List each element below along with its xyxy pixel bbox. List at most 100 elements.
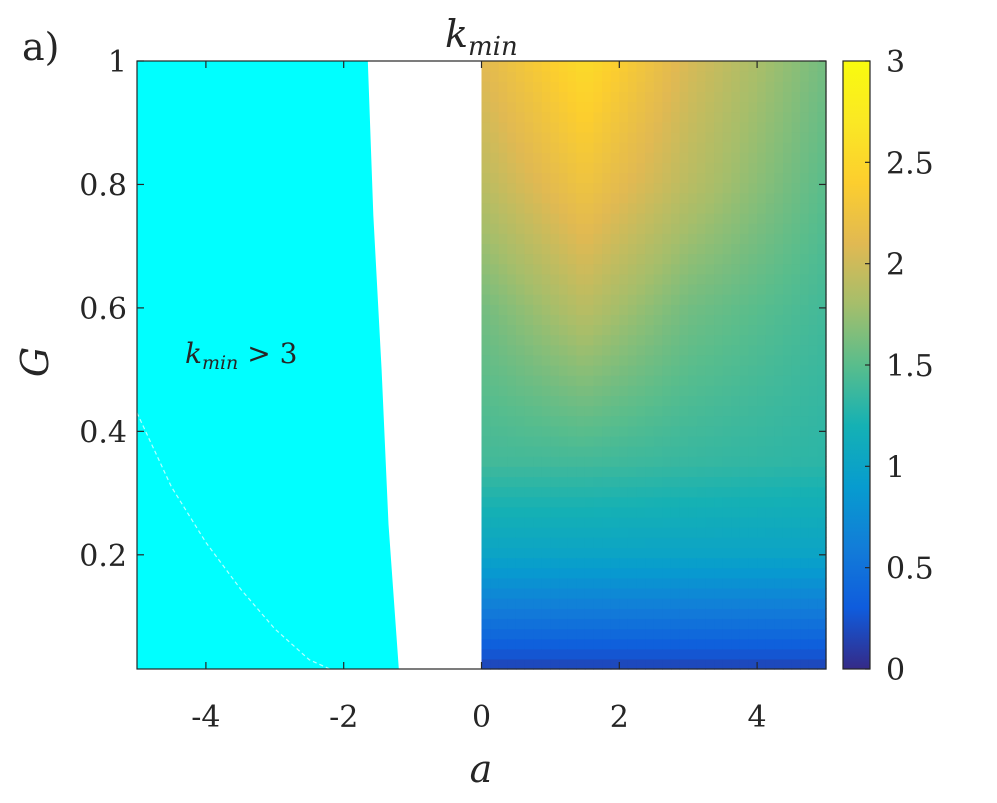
heatmap-cell — [584, 415, 595, 427]
heatmap-cell — [636, 354, 646, 366]
heatmap-cell — [498, 658, 508, 670]
heatmap-cell — [619, 354, 629, 366]
heatmap-cell — [584, 486, 595, 498]
heatmap-cell — [524, 385, 534, 396]
heatmap-cell — [498, 131, 508, 143]
heatmap-cell — [782, 314, 793, 326]
heatmap-cell — [627, 517, 638, 528]
heatmap-cell — [800, 172, 810, 184]
heatmap-cell — [533, 415, 543, 427]
heatmap-cell — [653, 557, 663, 569]
heatmap-cell — [774, 131, 784, 143]
heatmap-cell — [645, 527, 655, 538]
heatmap-cell — [567, 152, 577, 163]
heatmap-cell — [498, 243, 508, 255]
heatmap-cell — [584, 192, 595, 204]
heatmap-cell — [541, 415, 551, 427]
heatmap-cell — [653, 486, 663, 498]
heatmap-cell — [696, 294, 707, 305]
heatmap-cell — [817, 223, 827, 234]
heatmap-cell — [653, 213, 663, 224]
heatmap-cell — [817, 527, 827, 538]
heatmap-cell — [619, 618, 629, 630]
heatmap-cell — [714, 131, 724, 143]
heatmap-cell — [515, 182, 526, 194]
heatmap-cell — [653, 385, 663, 396]
heatmap-cell — [791, 81, 801, 92]
heatmap-cell — [498, 354, 508, 366]
heatmap-cell — [748, 273, 758, 285]
heatmap-cell — [653, 273, 663, 285]
heatmap-cell — [576, 324, 586, 336]
heatmap-cell — [593, 142, 603, 153]
heatmap-cell — [808, 658, 818, 670]
heatmap-cell — [550, 587, 560, 599]
heatmap-cell — [584, 273, 595, 285]
heatmap-cell — [739, 91, 750, 103]
heatmap-cell — [765, 294, 775, 305]
heatmap-cell — [817, 486, 827, 498]
heatmap-cell — [731, 587, 741, 599]
heatmap-cell — [791, 395, 801, 407]
heatmap-cell — [498, 638, 508, 650]
heatmap-cell — [559, 405, 569, 417]
heatmap-cell — [722, 61, 732, 72]
heatmap-cell — [490, 608, 500, 619]
heatmap-cell — [679, 172, 689, 184]
heatmap-cell — [696, 71, 707, 82]
heatmap-cell — [550, 81, 560, 92]
heatmap-cell — [757, 608, 767, 619]
heatmap-cell — [610, 628, 620, 640]
heatmap-cell — [619, 496, 629, 508]
x-axis-ticks: -4 -2 0 2 4 — [191, 61, 767, 735]
heatmap-cell — [748, 496, 758, 508]
heatmap-cell — [800, 638, 810, 650]
heatmap-cell — [714, 405, 724, 417]
heatmap-cell — [481, 537, 491, 548]
heatmap-cell — [507, 537, 517, 548]
heatmap-cell — [739, 182, 750, 194]
heatmap-cell — [714, 456, 724, 467]
heatmap-cell — [627, 233, 638, 244]
heatmap-cell — [679, 61, 689, 72]
heatmap-cell — [584, 446, 595, 457]
heatmap-cell — [498, 456, 508, 467]
heatmap-cell — [722, 648, 732, 660]
heatmap-cell — [774, 344, 784, 356]
heatmap-cell — [524, 486, 534, 498]
heatmap-cell — [627, 496, 638, 508]
heatmap-cell — [731, 172, 741, 184]
heatmap-cell — [507, 294, 517, 305]
heatmap-cell — [782, 131, 793, 143]
heatmap-cell — [576, 496, 586, 508]
heatmap-cell — [481, 263, 491, 275]
heatmap-cell — [610, 314, 620, 326]
heatmap-cell — [662, 91, 672, 103]
heatmap-cell — [645, 111, 655, 123]
heatmap-cell — [653, 294, 663, 305]
heatmap-cell — [567, 577, 577, 589]
heatmap-cell — [662, 81, 672, 92]
heatmap-cell — [782, 294, 793, 305]
heatmap-cell — [619, 557, 629, 569]
heatmap-cell — [765, 577, 775, 589]
heatmap-cell — [791, 243, 801, 255]
heatmap-cell — [636, 344, 646, 356]
heatmap-cell — [800, 415, 810, 427]
heatmap-cell — [559, 365, 569, 376]
heatmap-cell — [782, 182, 793, 194]
heatmap-cell — [791, 192, 801, 204]
heatmap-cell — [636, 111, 646, 123]
heatmap-cell — [524, 81, 534, 92]
heatmap-cell — [636, 435, 646, 447]
heatmap-cell — [593, 213, 603, 224]
heatmap-cell — [791, 547, 801, 559]
heatmap-cell — [757, 273, 767, 285]
heatmap-cell — [688, 223, 698, 234]
heatmap-cell — [490, 638, 500, 650]
heatmap-cell — [739, 223, 750, 234]
heatmap-cell — [636, 567, 646, 579]
heatmap-cell — [800, 233, 810, 244]
heatmap-cell — [559, 344, 569, 356]
heatmap-cell — [610, 557, 620, 569]
